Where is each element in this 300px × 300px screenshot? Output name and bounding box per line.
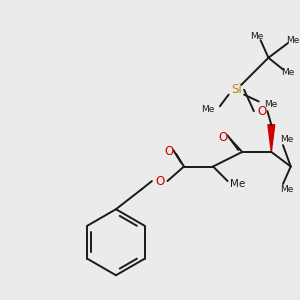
Text: O: O [165,146,174,158]
Text: Me: Me [250,32,263,41]
Text: Me: Me [280,185,293,194]
Text: Me: Me [281,68,295,77]
Text: Me: Me [264,100,277,109]
Text: O: O [257,105,266,118]
Text: O: O [155,175,164,188]
Text: Me: Me [280,135,293,144]
Text: Me: Me [230,179,245,189]
Text: O: O [218,131,227,144]
Text: Si: Si [231,83,242,96]
Text: Me: Me [286,36,299,45]
Polygon shape [268,125,275,152]
Text: Me: Me [202,105,215,114]
